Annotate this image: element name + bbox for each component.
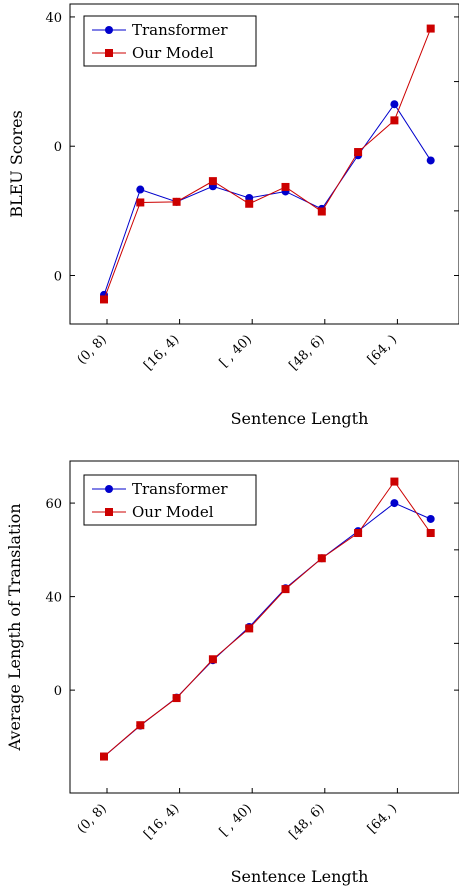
legend-marker-our-model (105, 508, 113, 516)
x-tick-label: [64, ) (365, 801, 400, 836)
our-model-point (208, 177, 217, 186)
our-model-point (426, 529, 435, 538)
legend-label: Transformer (132, 480, 228, 498)
x-tick-label: [16, 4) (141, 332, 182, 373)
legend-marker-transformer (105, 26, 113, 34)
transformer-point (426, 156, 435, 165)
our-model-point (354, 148, 363, 157)
legend-label: Transformer (132, 21, 228, 39)
legend: Transformer Our Model (83, 474, 257, 526)
x-tick-label: [16, 4) (141, 801, 182, 842)
our-model-point (245, 199, 254, 208)
our-model-point (281, 182, 290, 191)
x-tick-label: [48, 6) (286, 332, 327, 373)
our-model-point (172, 694, 181, 703)
our-model-point (100, 752, 108, 761)
y-tick-label: 40 (45, 11, 62, 26)
our-model-point (354, 529, 363, 538)
legend-box (83, 474, 257, 526)
series-line-transformer (103, 502, 431, 757)
our-model-point (136, 721, 145, 730)
our-model-point (100, 295, 108, 304)
x-axis-title: Sentence Length (231, 409, 369, 428)
y-axis-title: Average Length of Translation (5, 503, 24, 751)
our-model-point (390, 116, 399, 125)
y-tick-label: 0 (54, 684, 62, 699)
transformer-point (136, 185, 145, 194)
series-line-our-model (103, 480, 432, 757)
our-model-point (172, 197, 181, 206)
x-tick-label: [ , 40) (217, 801, 255, 839)
legend-box (83, 15, 257, 67)
legend: Transformer Our Model (83, 15, 257, 67)
transformer-point (390, 100, 399, 109)
y-tick-label: 0 (54, 270, 62, 285)
our-model-point (317, 207, 326, 216)
x-tick-label: (0, 8) (75, 801, 110, 836)
legend-label: Our Model (132, 44, 214, 62)
transformer-point (426, 514, 435, 523)
our-model-point (426, 24, 435, 33)
our-model-point (390, 477, 399, 486)
y-tick-label: 0 (54, 140, 62, 155)
plot-frame (69, 460, 459, 794)
our-model-point (281, 585, 290, 594)
series-line-transformer (103, 103, 432, 296)
legend-marker-our-model (105, 49, 113, 57)
y-axis-title: BLEU Scores (7, 110, 26, 218)
legend-marker-transformer (105, 485, 113, 493)
series-line-our-model (103, 28, 432, 300)
x-tick-label: [64, ) (365, 332, 400, 367)
x-tick-label: [ , 40) (217, 332, 255, 370)
our-model-point (136, 198, 145, 207)
legend-label: Our Model (132, 503, 214, 521)
transformer-point (390, 499, 399, 508)
plot-frame (69, 3, 459, 325)
x-axis-title: Sentence Length (231, 867, 369, 886)
x-tick-label: (0, 8) (75, 332, 110, 367)
y-tick-label: 60 (45, 497, 62, 512)
our-model-point (208, 655, 217, 664)
x-tick-label: [48, 6) (286, 801, 327, 842)
our-model-point (317, 554, 326, 563)
y-tick-label: 40 (45, 591, 62, 606)
chart-1: 0 0 40 (0, 8) [16, 4) [ , 40) [48, 6) [64, ) Sen… (7, 3, 459, 428)
chart-2: 0 40 60 (0, 8) [16, 4) [ , 40) [48, 6) [64, ) Se… (5, 460, 459, 886)
our-model-point (245, 624, 254, 633)
